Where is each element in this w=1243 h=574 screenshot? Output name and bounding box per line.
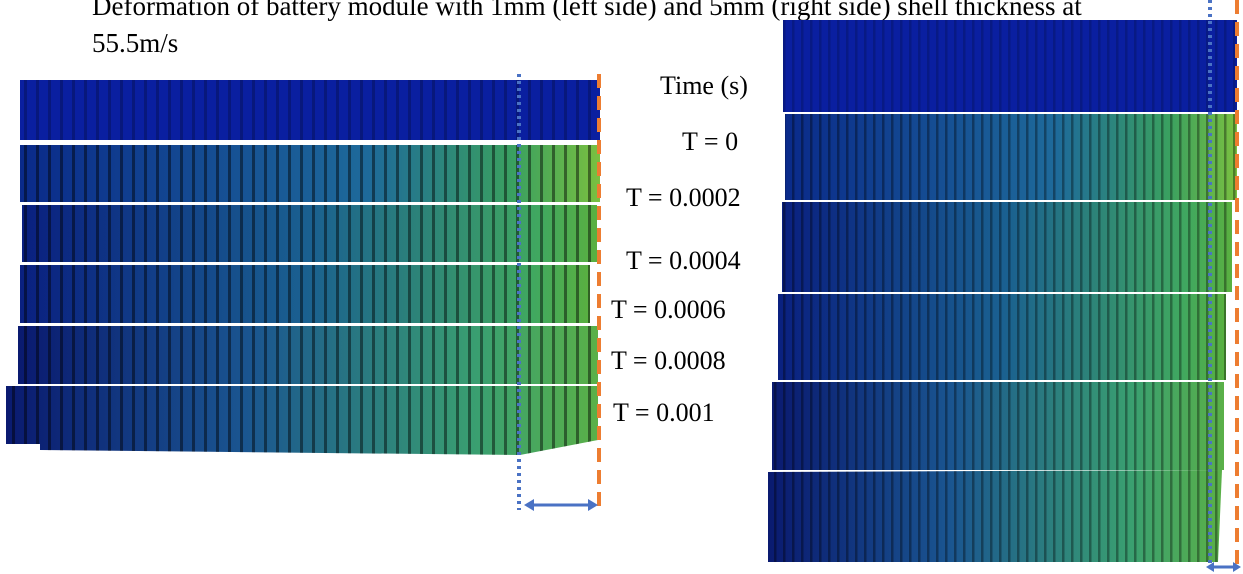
time-label: T = 0.0004 (626, 246, 741, 275)
time-label: T = 0.001 (613, 398, 715, 427)
time-label: T = 0.0008 (611, 346, 726, 375)
time-label: T = 0.0002 (626, 183, 741, 212)
figure-title: Deformation of battery module with 1mm (… (92, 0, 1082, 58)
right-module (768, 20, 1237, 562)
time-label: T = 0.0006 (611, 295, 726, 324)
left-module (6, 80, 600, 455)
reference-lines (517, 0, 1241, 572)
time-header: Time (s) (660, 71, 748, 100)
time-label: T = 0 (682, 127, 738, 156)
